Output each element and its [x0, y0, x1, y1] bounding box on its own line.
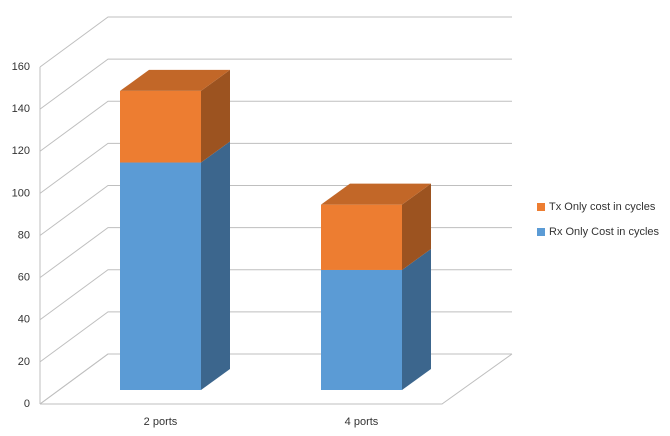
legend-label: Tx Only cost in cycles [549, 201, 656, 213]
x-tick-label: 2 ports [144, 416, 178, 428]
y-tick-label: 40 [18, 314, 30, 326]
legend-label: Rx Only Cost in cycles [549, 226, 660, 238]
y-tick-label: 100 [12, 187, 30, 199]
grid-line [39, 58, 512, 110]
bar-front [321, 204, 402, 270]
y-tick-label: 120 [12, 145, 30, 157]
grid-line [39, 16, 512, 68]
grid-line [39, 353, 512, 405]
bar-front [321, 269, 402, 390]
y-tick-label: 60 [18, 272, 30, 284]
y-tick-label: 160 [12, 61, 30, 73]
bar-front [120, 90, 201, 163]
legend-swatch [537, 203, 545, 211]
grid-line [39, 142, 512, 194]
grid-line [39, 100, 512, 152]
bar-top [321, 183, 431, 205]
floor-back-edge [39, 353, 512, 405]
bar-side [201, 69, 230, 163]
bar-side [402, 183, 431, 270]
x-tick-label: 4 ports [345, 416, 379, 428]
y-tick-label: 140 [12, 103, 30, 115]
y-tick-label: 20 [18, 356, 30, 368]
floor-front-edge [40, 353, 513, 405]
bar-front [120, 162, 201, 390]
y-tick-label: 80 [18, 229, 30, 241]
bar-side [402, 248, 431, 390]
bar-side [201, 141, 230, 390]
walls [39, 353, 513, 405]
y-tick-label: 0 [24, 398, 30, 410]
legend-swatch [537, 228, 545, 236]
bar-top [120, 69, 230, 91]
